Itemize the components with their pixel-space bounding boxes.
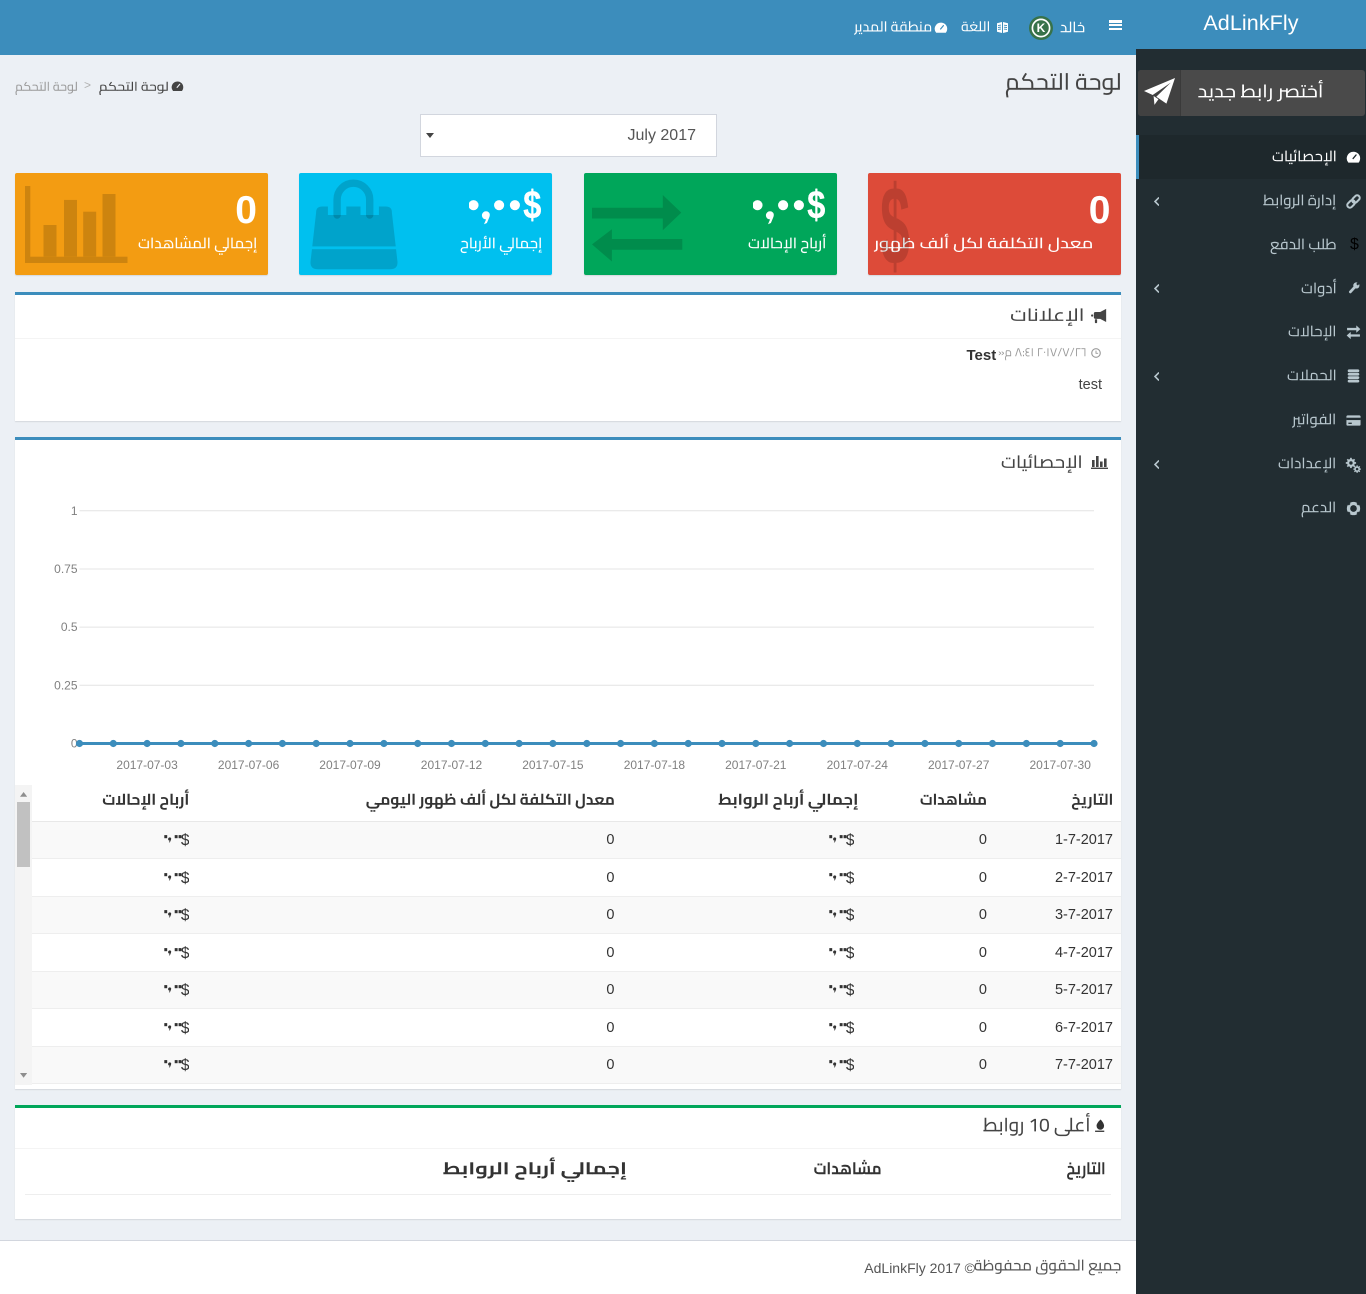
svg-text:2017-07-18: 2017-07-18	[623, 758, 685, 772]
svg-text:K: K	[1037, 21, 1046, 35]
svg-text:2017-07-09: 2017-07-09	[319, 758, 381, 772]
svg-text:0.5: 0.5	[60, 620, 77, 634]
svg-text:2017-07-27: 2017-07-27	[928, 758, 990, 772]
svg-text:2017-07-21: 2017-07-21	[725, 758, 787, 772]
svg-text:2017-07-12: 2017-07-12	[420, 758, 482, 772]
svg-text:1: 1	[70, 504, 77, 518]
svg-text:0.75: 0.75	[54, 562, 78, 576]
svg-text:2017-07-15: 2017-07-15	[522, 758, 584, 772]
svg-text:2017-07-24: 2017-07-24	[826, 758, 888, 772]
svg-text:2017-07-06: 2017-07-06	[217, 758, 279, 772]
svg-text:0.25: 0.25	[54, 678, 78, 692]
svg-text:2017-07-30: 2017-07-30	[1029, 758, 1091, 772]
svg-text:2017-07-03: 2017-07-03	[116, 758, 178, 772]
svg-text:0: 0	[70, 737, 77, 751]
